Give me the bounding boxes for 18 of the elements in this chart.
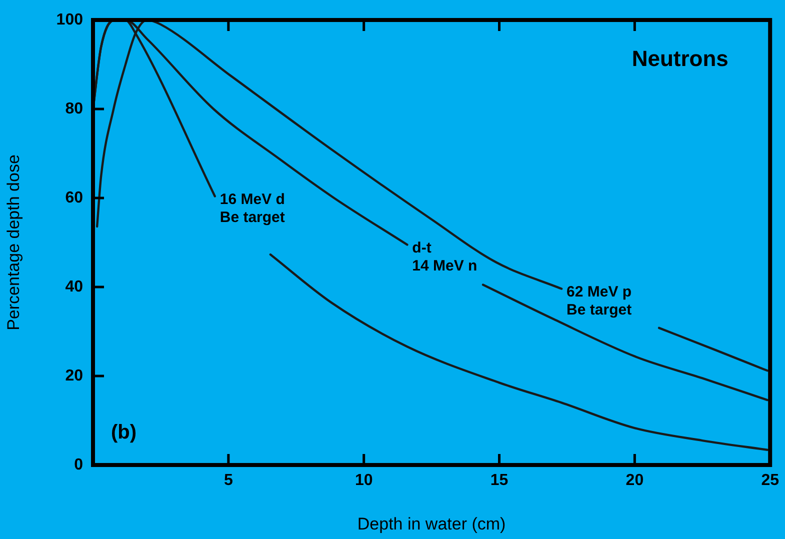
x-tick-label: 5 — [224, 472, 233, 490]
y-axis-title: Percentage depth dose — [4, 154, 23, 330]
y-tick-label: 100 — [56, 11, 84, 28]
y-tick-label: 0 — [74, 456, 84, 474]
y-tick-label: 20 — [65, 367, 84, 384]
y-tick-label: 80 — [65, 100, 84, 118]
x-axis-title: Depth in water (cm) — [357, 514, 506, 534]
x-tick-label: 25 — [761, 472, 780, 490]
series-label: d-t 14 MeV n — [412, 239, 478, 274]
text: Neutrons — [632, 46, 728, 72]
y-tick-label: 40 — [65, 278, 84, 296]
y-tick-label: 60 — [65, 189, 84, 206]
series-label: 62 MeV p Be target — [566, 283, 632, 318]
x-tick-label: 20 — [626, 472, 644, 490]
series-label: 16 MeV d Be target — [220, 190, 285, 226]
x-tick-label: 15 — [490, 472, 508, 490]
x-tick-label: 10 — [354, 472, 373, 490]
annotation: (b) — [111, 422, 137, 444]
